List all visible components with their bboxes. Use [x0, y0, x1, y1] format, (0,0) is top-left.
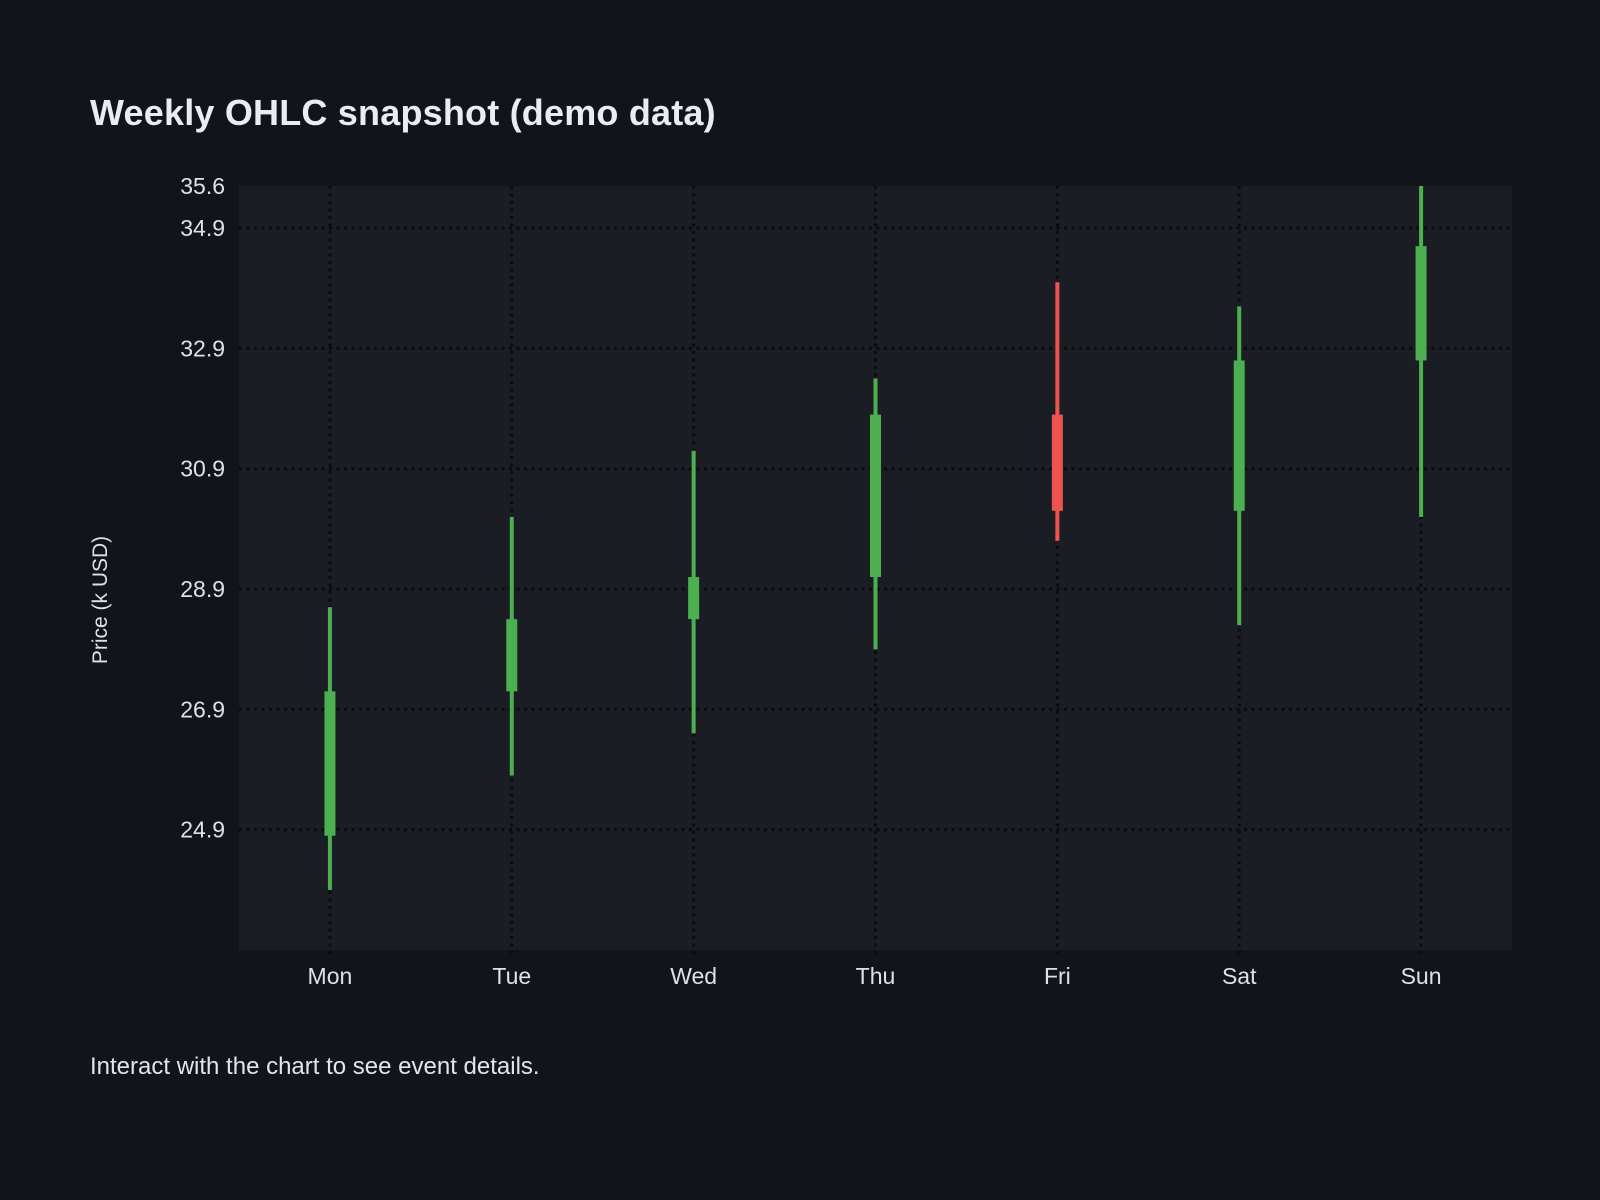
y-tick-label: 32.9 [180, 335, 225, 361]
x-tick-label: Wed [670, 963, 717, 989]
candle-body[interactable] [1415, 246, 1427, 361]
y-tick-label: 30.9 [180, 456, 225, 482]
chart-caption: Interact with the chart to see event det… [90, 1053, 540, 1080]
candle-sat[interactable] [1233, 306, 1245, 626]
candle-tue[interactable] [506, 516, 518, 776]
x-tick-label: Mon [308, 963, 353, 989]
ohlc-chart-container[interactable]: 35.6 34.9 32.9 30.9 28.9 26.9 24.9 Mon Tue Wed Thu… [0, 0, 1600, 1010]
ohlc-chart-canvas[interactable]: 35.6 34.9 32.9 30.9 28.9 26.9 24.9 Mon Tue Wed Thu… [0, 0, 1600, 1010]
candle-mon[interactable] [324, 607, 336, 890]
candle-body[interactable] [1051, 414, 1063, 511]
candle-body[interactable] [1233, 360, 1245, 511]
x-tick-label: Sat [1222, 963, 1257, 989]
candle-sun[interactable] [1415, 186, 1427, 517]
candle-body[interactable] [688, 577, 700, 620]
candle-body[interactable] [870, 414, 881, 578]
candle-wed[interactable] [688, 450, 700, 734]
y-tick-label: 34.9 [180, 215, 225, 241]
x-tick-label: Fri [1044, 963, 1071, 989]
x-tick-label: Tue [492, 963, 531, 989]
x-tick-label: Thu [856, 963, 896, 989]
chart-title: Weekly OHLC snapshot (demo data) [90, 92, 716, 133]
x-tick-label: Sun [1401, 963, 1442, 989]
candle-fri[interactable] [1051, 282, 1063, 541]
y-tick-label: 35.6 [180, 173, 225, 199]
candle-thu[interactable] [870, 378, 881, 650]
y-tick-label: 26.9 [180, 696, 225, 722]
candle-body[interactable] [506, 619, 518, 692]
y-axis-title: Price (k USD) [89, 536, 112, 664]
y-tick-label: 24.9 [180, 817, 225, 843]
y-tick-label: 28.9 [180, 576, 225, 602]
candle-body[interactable] [324, 691, 336, 836]
